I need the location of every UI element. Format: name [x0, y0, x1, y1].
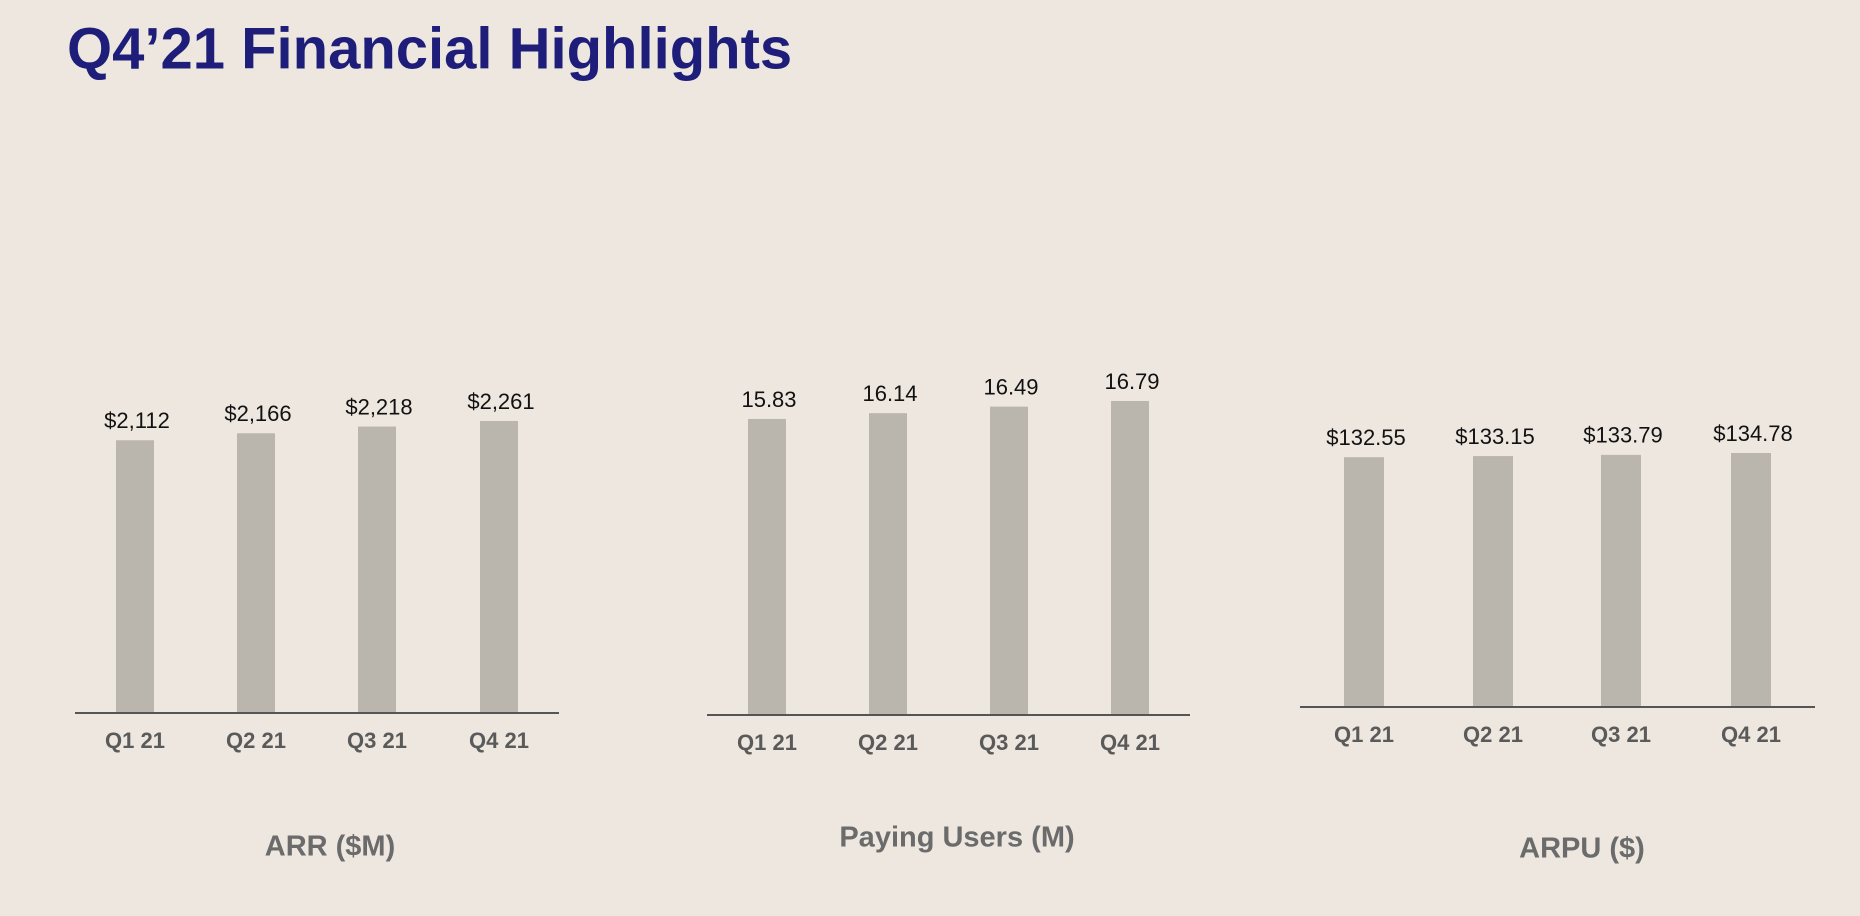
x-tick-label: Q3 21 — [979, 730, 1039, 755]
bar — [1111, 401, 1149, 715]
data-label: 16.14 — [862, 381, 917, 406]
x-tick-label: Q3 21 — [1591, 722, 1651, 747]
x-tick-label: Q1 21 — [1334, 722, 1394, 747]
page-title: Q4’21 Financial Highlights — [67, 16, 792, 81]
data-label: 15.83 — [741, 387, 796, 412]
chart-title: ARR ($M) — [265, 831, 396, 863]
bar — [869, 413, 907, 715]
chart-title: Paying Users (M) — [839, 822, 1074, 854]
x-tick-label: Q1 21 — [737, 730, 797, 755]
bar — [116, 440, 154, 713]
x-tick-label: Q4 21 — [469, 728, 529, 753]
data-label: $133.79 — [1583, 423, 1663, 448]
data-label: $133.15 — [1455, 424, 1535, 449]
bar — [237, 433, 275, 713]
data-label: $2,112 — [104, 408, 170, 433]
bar — [990, 406, 1028, 715]
data-label: 16.79 — [1104, 369, 1159, 394]
data-label: $2,218 — [345, 394, 412, 419]
x-tick-label: Q4 21 — [1100, 730, 1160, 755]
chart-title: ARPU ($) — [1519, 833, 1645, 865]
x-tick-label: Q3 21 — [347, 728, 407, 753]
x-tick-label: Q1 21 — [105, 728, 165, 753]
bar — [1344, 457, 1384, 707]
x-tick-label: Q2 21 — [1463, 722, 1523, 747]
data-label: 16.49 — [983, 374, 1038, 399]
bar — [1731, 453, 1771, 707]
data-label: $2,261 — [467, 389, 534, 414]
bar — [1473, 456, 1513, 707]
data-label: $2,166 — [224, 401, 291, 426]
bar — [748, 418, 786, 715]
bar — [1601, 454, 1641, 707]
x-tick-label: Q2 21 — [226, 728, 286, 753]
data-label: $132.55 — [1326, 425, 1406, 450]
x-tick-label: Q4 21 — [1721, 722, 1781, 747]
x-tick-label: Q2 21 — [858, 730, 918, 755]
bar — [480, 421, 518, 713]
bar — [358, 426, 396, 713]
data-label: $134.78 — [1713, 421, 1793, 446]
